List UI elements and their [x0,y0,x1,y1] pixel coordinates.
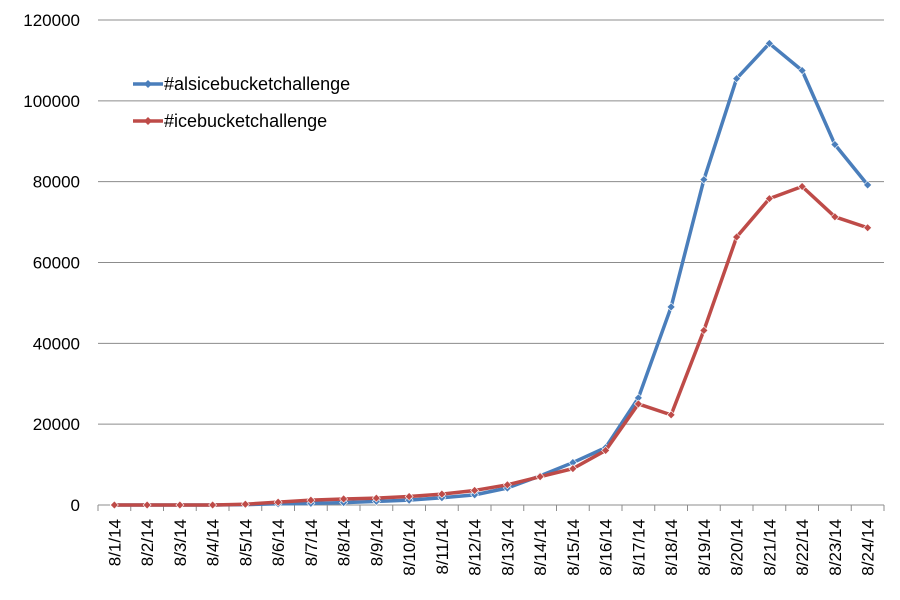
x-tick-label: 8/9/14 [367,519,386,566]
data-point [371,493,381,503]
data-point [666,410,676,420]
data-point [764,194,774,204]
legend-label: #alsicebucketchallenge [164,74,350,94]
data-point [601,446,611,455]
x-tick-label: 8/11/14 [433,519,452,574]
x-tick-label: 8/21/14 [760,519,779,576]
x-tick-label: 8/6/14 [269,519,288,566]
data-point [240,499,250,509]
data-point [339,494,349,504]
x-tick-label: 8/16/14 [597,519,616,576]
y-tick-label: 120000 [23,11,80,30]
x-tick-label: 8/19/14 [695,519,714,576]
x-tick-label: 8/15/14 [564,519,583,576]
y-tick-label: 60000 [33,254,80,273]
x-tick-label: 8/4/14 [204,519,223,566]
x-tick-label: 8/20/14 [728,519,747,576]
x-axis-tick-labels: 8/1/14 8/2/14 8/3/14 8/4/14 8/5/14 8/6/14 8/7/… [105,519,877,576]
data-point [797,66,807,75]
y-axis-tick-labels: 0 20000 40000 60000 80000 100000 120000 [23,11,80,515]
legend-swatch-marker [144,80,152,88]
data-point [666,302,676,312]
x-tick-label: 8/10/14 [400,519,419,576]
legend-item: #alsicebucketchallenge [133,74,350,94]
x-tick-label: 8/24/14 [859,519,878,576]
data-point [404,492,414,501]
x-tick-label: 8/2/14 [138,519,157,566]
x-tick-label: 8/7/14 [302,519,321,566]
data-point [437,489,447,499]
x-tick-label: 8/5/14 [236,519,255,566]
data-point [502,480,512,490]
data-point [306,495,316,505]
x-tick-label: 8/17/14 [629,519,648,576]
x-tick-label: 8/22/14 [793,519,812,576]
data-point [633,399,643,409]
data-point [470,486,480,495]
legend-item: #icebucketchallenge [133,111,327,131]
legend-label: #icebucketchallenge [164,111,327,131]
data-point [797,182,807,191]
y-tick-label: 80000 [33,173,80,192]
x-tick-label: 8/1/14 [105,519,124,566]
data-point [830,212,840,222]
data-point [699,325,709,335]
gridlines [98,19,884,425]
data-point [535,472,545,482]
legend: #alsicebucketchallenge #icebucketchalleng… [133,74,350,131]
x-tick-label: 8/14/14 [531,519,550,576]
series-lines [109,39,873,510]
x-tick-label: 8/3/14 [171,519,190,566]
y-tick-label: 20000 [33,415,80,434]
data-point [732,232,742,242]
x-tick-label: 8/8/14 [335,519,354,566]
data-point [699,175,709,185]
x-tick-label: 8/13/14 [498,519,517,576]
data-point [208,500,218,510]
data-point [863,180,873,190]
data-point [764,39,774,48]
x-tick-label: 8/23/14 [826,519,845,576]
data-point [863,223,873,233]
legend-swatch-marker [144,117,152,125]
series-line [114,184,869,507]
data-point [142,500,152,510]
y-tick-label: 100000 [23,92,80,111]
data-point [109,500,119,510]
data-point [830,140,840,149]
y-tick-label: 40000 [33,334,80,353]
data-point [175,500,185,510]
data-point [470,490,480,500]
data-point [568,464,578,474]
series-1 [109,182,873,510]
series-0 [109,39,873,510]
data-point [273,497,283,507]
data-point [732,74,742,84]
y-tick-label: 0 [71,496,80,515]
x-tick-label: 8/12/14 [466,519,485,576]
x-tick-label: 8/18/14 [662,519,681,576]
